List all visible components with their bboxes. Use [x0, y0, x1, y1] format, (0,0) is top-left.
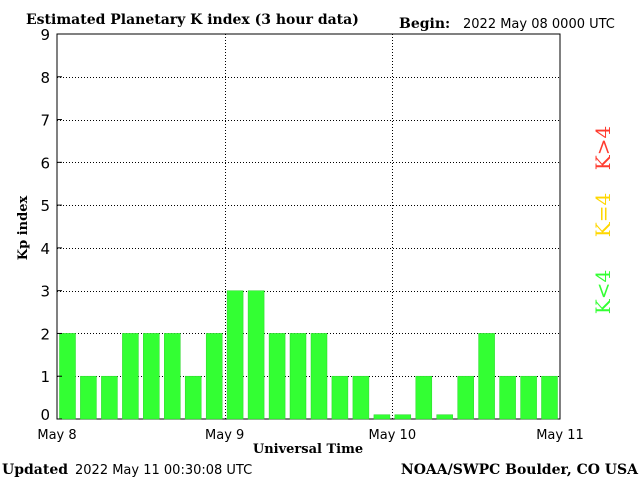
kp-bar	[352, 375, 370, 420]
x-tick-label: May 10	[369, 428, 417, 443]
begin-value: 2022 May 08 0000 UTC	[463, 17, 615, 32]
kp-bar	[394, 414, 412, 420]
x-tick-label: May 11	[536, 428, 584, 443]
x-tick-label: May 9	[205, 428, 244, 443]
kp-bar	[436, 414, 453, 420]
kp-bar	[101, 375, 118, 420]
legend-item-k-equal-4: K=4	[591, 193, 615, 237]
kp-bar	[541, 375, 558, 420]
y-tick-label: 7	[40, 112, 50, 130]
kp-bar	[289, 333, 307, 420]
kp-bar	[226, 290, 244, 420]
y-tick-label: 2	[40, 325, 50, 343]
legend-item-k-less-4: K<4	[591, 270, 615, 314]
chart-title: Estimated Planetary K index (3 hour data…	[26, 12, 359, 28]
kp-bar	[373, 414, 391, 420]
y-tick-label: 4	[40, 240, 50, 258]
legend-item-k-greater-4: K>4	[591, 126, 615, 170]
y-tick-label: 1	[40, 368, 50, 386]
kp-bar	[478, 333, 495, 420]
kp-bar	[457, 375, 474, 420]
kp-bar	[415, 375, 433, 420]
kp-bar	[122, 333, 139, 420]
kp-bar	[164, 333, 181, 420]
y-tick-label: 8	[40, 69, 50, 87]
y-tick-label: 6	[40, 154, 50, 172]
x-tick-label: May 8	[37, 428, 76, 443]
updated-label: Updated	[2, 462, 68, 478]
kp-bar	[205, 333, 223, 420]
kp-bar	[80, 375, 97, 420]
kp-bar	[184, 375, 202, 420]
x-tick-labels: May 8 May 9 May 10 May 11	[37, 428, 583, 443]
x-axis-label: Universal Time	[253, 442, 363, 457]
y-tick-label: 0	[40, 406, 50, 424]
kp-bar	[143, 333, 160, 420]
plot-frame	[56, 33, 561, 420]
begin-label: Begin:	[399, 16, 450, 32]
source-credit: NOAA/SWPC Boulder, CO USA	[401, 462, 639, 478]
y-tick-label: 3	[40, 283, 50, 301]
kp-bar	[247, 290, 265, 420]
y-axis-label: Kp index	[16, 196, 31, 261]
y-tick-labels: 0 1 2 3 4 5 6 7 8 9	[40, 26, 62, 424]
kp-bar	[520, 375, 537, 420]
kp-bar	[310, 333, 328, 420]
updated-value: 2022 May 11 00:30:08 UTC	[75, 463, 252, 478]
y-tick-label: 9	[40, 26, 50, 44]
bars	[59, 290, 558, 420]
y-tick-label: 5	[40, 197, 50, 215]
kp-bar	[331, 375, 349, 420]
grid-lines	[57, 34, 560, 419]
kp-bar	[499, 375, 516, 420]
kp-bar	[268, 333, 286, 420]
